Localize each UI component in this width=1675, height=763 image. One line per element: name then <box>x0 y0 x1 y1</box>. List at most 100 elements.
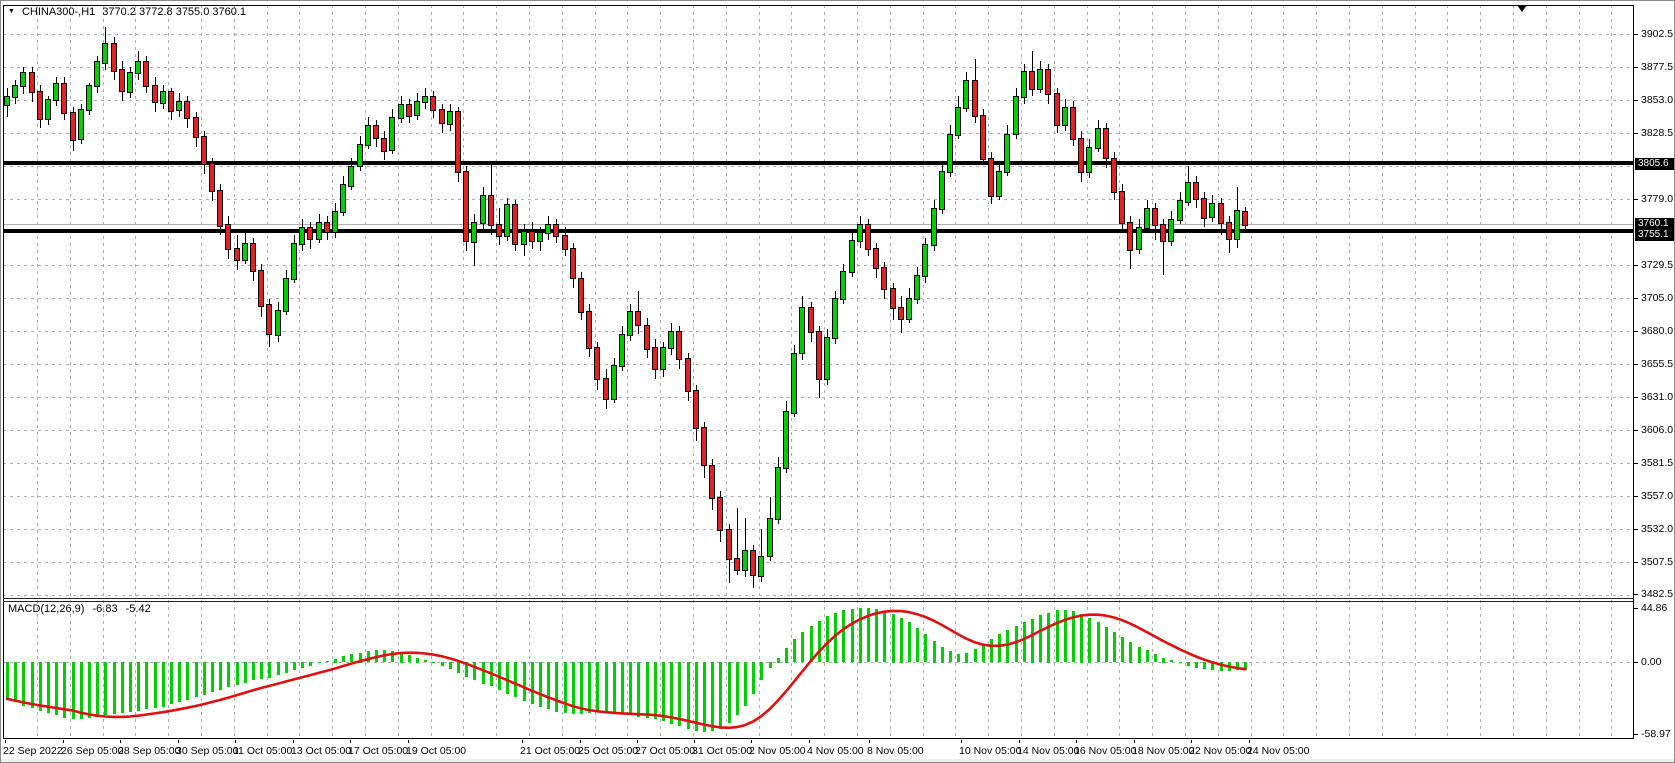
macd-histogram-bar <box>572 662 575 714</box>
grid-line <box>1021 5 1022 739</box>
macd-histogram-bar <box>998 634 1001 662</box>
candle-body <box>152 85 158 103</box>
macd-histogram-bar <box>851 609 854 662</box>
time-axis[interactable]: 22 Sep 2022 26 Sep 05:00 28 Sep 05:00 30 Se… <box>1 740 1674 759</box>
candle-body <box>676 331 682 360</box>
candle-body <box>480 195 486 224</box>
macd-histogram-bar <box>211 662 214 692</box>
macd-histogram-bar <box>219 662 222 690</box>
candle-body <box>1242 211 1248 226</box>
macd-histogram-bar <box>285 662 288 673</box>
macd-histogram-bar <box>318 662 321 663</box>
macd-histogram-bar <box>695 662 698 731</box>
grid-line <box>759 5 760 739</box>
grid-line <box>234 5 235 739</box>
grid-line <box>267 5 268 739</box>
candle-body <box>299 227 305 245</box>
price-axis-label: 3877.5 <box>1641 61 1674 73</box>
macd-histogram-bar <box>564 662 567 713</box>
time-axis-label: 4 Nov 05:00 <box>807 745 864 757</box>
macd-histogram-bar <box>367 651 370 662</box>
candle-body <box>537 232 543 242</box>
candle-body <box>1136 227 1142 250</box>
grid-line <box>3 496 1634 497</box>
candle-body <box>53 83 59 101</box>
grid-line <box>3 133 1634 134</box>
candle-body <box>184 101 190 119</box>
candle-body <box>381 138 387 152</box>
price-axis[interactable]: 3902.5 3877.5 3853.0 3828.5 3779.0 3729.5 3705… <box>1634 1 1674 759</box>
pane-divider-handle[interactable] <box>3 598 1634 602</box>
candle-body <box>586 311 592 349</box>
candle-body <box>1144 208 1150 229</box>
grid-line <box>1152 5 1153 739</box>
candle-body <box>4 96 10 106</box>
time-axis-label: 30 Sep 05:00 <box>176 745 239 757</box>
candle-body <box>258 270 264 307</box>
time-axis-tick <box>961 740 962 743</box>
grid-line <box>1087 5 1088 739</box>
macd-histogram-bar <box>121 662 124 713</box>
time-axis-label: 13 Oct 05:00 <box>291 745 352 757</box>
candle-body <box>914 275 920 300</box>
axis-tick <box>1634 100 1638 101</box>
grid-line <box>3 100 1634 101</box>
macd-histogram-bar <box>400 653 403 663</box>
macd-histogram-bar <box>326 661 329 662</box>
time-axis-tick <box>522 740 523 743</box>
macd-histogram-bar <box>785 648 788 663</box>
price-axis-label: 3606.0 <box>1641 424 1674 436</box>
time-axis-tick <box>178 740 179 743</box>
candle-body <box>963 80 969 109</box>
macd-histogram-bar <box>580 662 583 714</box>
candle-body <box>193 117 199 138</box>
macd-histogram-bar <box>867 608 870 662</box>
candle-body <box>275 310 281 336</box>
candle-body <box>373 125 379 139</box>
candle-body <box>234 248 240 261</box>
grid-line <box>3 298 1634 299</box>
grid-line <box>693 5 694 739</box>
macd-histogram-bar <box>457 662 460 673</box>
candle-body <box>1062 107 1068 126</box>
macd-histogram-bar <box>22 662 25 706</box>
axis-tick <box>1634 463 1638 464</box>
grid-line <box>3 67 1634 68</box>
time-axis-label: 27 Oct 05:00 <box>635 745 696 757</box>
macd-histogram-bar <box>752 662 755 694</box>
grid-line <box>365 5 366 739</box>
grid-line <box>3 562 1634 563</box>
macd-histogram-bar <box>170 662 173 704</box>
macd-histogram-bar <box>178 662 181 702</box>
macd-histogram-bar <box>777 658 780 663</box>
candle-body <box>521 231 527 245</box>
divider-line <box>3 598 1634 599</box>
macd-histogram-bar <box>924 634 927 662</box>
candle-body <box>1086 147 1092 173</box>
candle-wick <box>761 529 762 582</box>
time-axis-label: 16 Nov 05:00 <box>1074 745 1137 757</box>
candle-body <box>439 109 445 124</box>
time-axis-label: 18 Nov 05:00 <box>1132 745 1195 757</box>
grid-line <box>955 5 956 739</box>
candle-body <box>1070 107 1076 140</box>
macd-histogram-bar <box>514 662 517 697</box>
candle-body <box>111 43 117 72</box>
axis-tick <box>1634 496 1638 497</box>
time-axis-label: 31 Oct 05:00 <box>692 745 753 757</box>
macd-histogram-bar <box>859 608 862 663</box>
time-axis-tick <box>1076 740 1077 743</box>
symbol-dropdown-icon[interactable]: ▼ <box>8 8 15 15</box>
axis-tick <box>1634 397 1638 398</box>
macd-name: MACD(12,26,9) <box>8 603 85 615</box>
current-price-badge: 3760.1 <box>1635 218 1674 230</box>
macd-histogram-bar <box>63 662 66 718</box>
grid-line <box>3 397 1634 398</box>
candle-body <box>898 307 904 320</box>
candle-body <box>693 390 699 429</box>
time-axis-tick <box>1249 740 1250 743</box>
candle-wick <box>737 508 738 575</box>
